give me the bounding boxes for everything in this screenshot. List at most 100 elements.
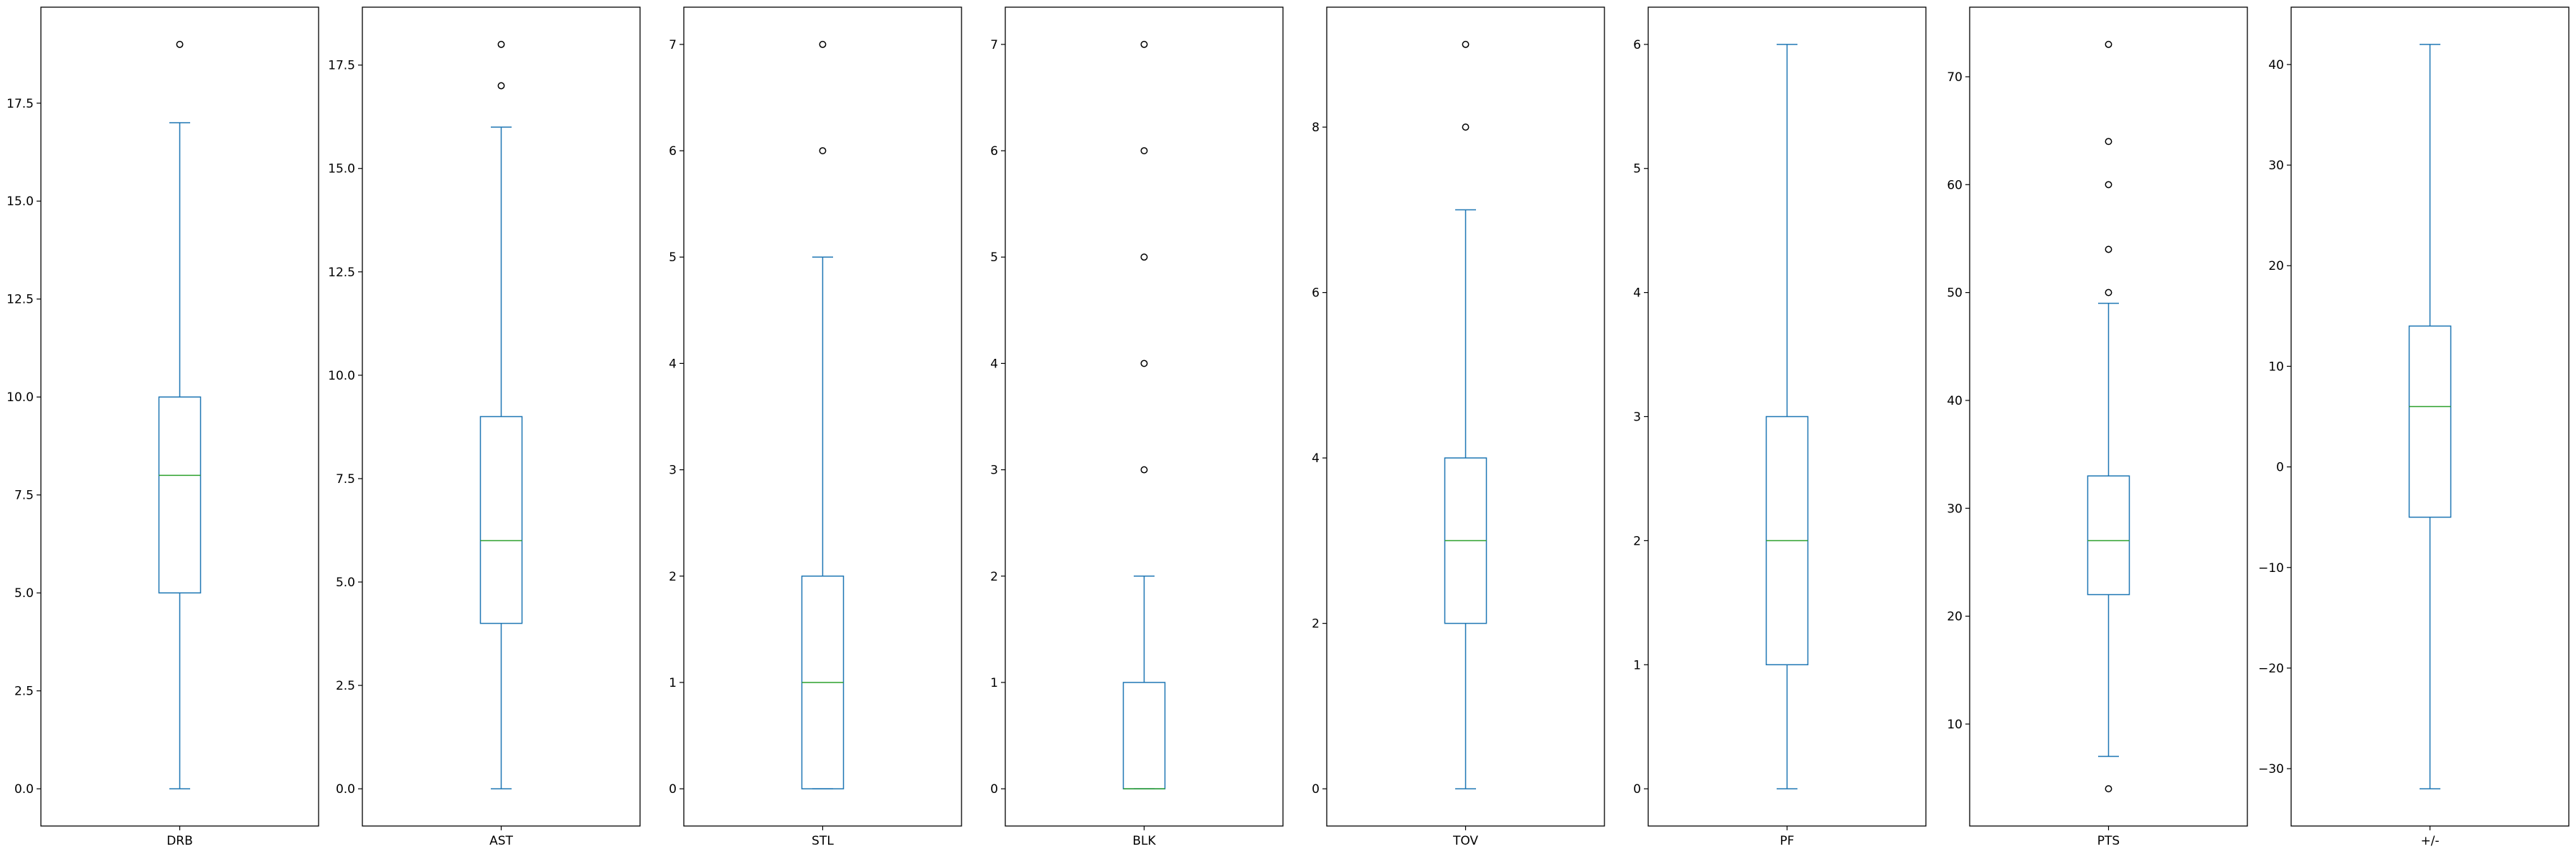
x-tick-label: BLK (1132, 834, 1156, 848)
outlier-point (1140, 40, 1148, 48)
outlier-point (1140, 253, 1148, 261)
y-tick-label: 0.0 (336, 782, 355, 797)
outlier-point (2105, 40, 2112, 48)
y-tick-label: −10 (2258, 561, 2284, 576)
outlier-point (497, 40, 505, 48)
y-tick-label: 10 (2268, 360, 2284, 374)
y-tick-label: 2.5 (14, 685, 34, 699)
y-tick-label: 3 (1633, 410, 1641, 425)
outlier-point (2105, 181, 2112, 189)
y-tick-label: 7.5 (336, 472, 355, 487)
y-tick-label: 4 (990, 357, 998, 371)
boxplot-panel-2: 0.0 2.5 5.0 7.5 10.0 12.5 15.0 17.5 AST (328, 6, 641, 848)
outlier-point (2105, 288, 2112, 296)
x-tick-label: DRB (166, 834, 193, 848)
x-tick-label: +/- (2420, 834, 2439, 848)
y-tick-label: 6 (1312, 286, 1320, 301)
y-tick-label: 6 (1633, 38, 1641, 52)
y-tick-label: 30 (1947, 502, 1962, 516)
y-tick-label: 4 (669, 357, 677, 371)
axes-frame (1005, 6, 1284, 827)
y-tick-label: 3 (990, 464, 998, 478)
y-tick-label: 17.5 (6, 97, 34, 111)
y-tick-label: 60 (1947, 178, 1962, 192)
y-tick-label: 7 (669, 38, 677, 52)
y-tick-label: 4 (1633, 286, 1641, 301)
outlier-point (2105, 785, 2112, 793)
y-tick-label: 3 (669, 464, 677, 478)
y-tick-label: 0 (1312, 782, 1320, 797)
outlier-point (2105, 245, 2112, 253)
y-tick-label: 50 (1947, 286, 1962, 301)
y-tick-label: 5 (990, 250, 998, 265)
boxplot-panel-5: 0 2 4 6 8 TOV (1312, 6, 1605, 848)
x-tick-label: TOV (1452, 834, 1478, 848)
outlier-point (2105, 138, 2112, 146)
y-tick-label: 7 (990, 38, 998, 52)
outlier-point (1140, 360, 1148, 367)
y-tick-label: 10.0 (328, 369, 355, 383)
y-tick-label: 1 (990, 676, 998, 690)
y-tick-label: 12.5 (6, 293, 34, 307)
y-tick-label: 15.0 (6, 194, 34, 209)
iqr-box (479, 416, 523, 624)
outlier-point (1140, 466, 1148, 474)
boxplot-panel-1: 0.0 2.5 5.0 7.5 10.0 12.5 15.0 17.5 DRB (6, 6, 319, 848)
outlier-point (819, 147, 827, 154)
x-tick-label: STL (812, 834, 834, 848)
y-tick-label: 2 (669, 570, 677, 584)
y-tick-label: 40 (2268, 58, 2284, 72)
y-tick-label: 8 (1312, 121, 1320, 135)
y-tick-label: 0 (990, 782, 998, 797)
y-tick-label: 15.0 (328, 162, 355, 177)
y-tick-label: 5.0 (14, 586, 34, 601)
y-tick-label: 12.5 (328, 266, 355, 280)
y-tick-label: 70 (1947, 70, 1962, 85)
y-tick-label: 1 (1633, 658, 1641, 672)
y-tick-label: 0 (2276, 461, 2284, 475)
boxplot-panel-4: 0 1 2 3 4 5 6 7 BLK (990, 6, 1284, 848)
outlier-point (176, 40, 184, 48)
y-tick-label: 4 (1312, 451, 1320, 466)
y-tick-label: 7.5 (14, 489, 34, 503)
boxplot-panel-7: 10 20 30 40 50 60 70 PTS (1947, 6, 2248, 848)
y-tick-label: 17.5 (328, 59, 355, 73)
outlier-point (497, 82, 505, 90)
y-tick-label: 10 (1947, 718, 1962, 732)
y-tick-label: −20 (2258, 662, 2284, 676)
outlier-point (1140, 147, 1148, 154)
y-tick-label: 2 (990, 570, 998, 584)
outlier-point (819, 40, 827, 48)
y-tick-label: 5.0 (336, 576, 355, 590)
y-tick-label: 6 (669, 144, 677, 159)
y-tick-label: 5 (1633, 162, 1641, 177)
y-tick-label: −30 (2258, 762, 2284, 776)
y-tick-label: 1 (669, 676, 677, 690)
boxplot-panel-3: 0 1 2 3 4 5 6 7 STL (669, 6, 962, 848)
iqr-box (1122, 682, 1166, 789)
x-tick-label: PF (1780, 834, 1794, 848)
iqr-box (2408, 325, 2452, 518)
y-tick-label: 40 (1947, 394, 1962, 408)
y-tick-label: 30 (2268, 159, 2284, 173)
outlier-point (1462, 123, 1470, 131)
iqr-box (2087, 475, 2130, 596)
boxplot-panel-6: 0 1 2 3 4 5 6 PF (1633, 6, 1927, 848)
y-tick-label: 5 (669, 250, 677, 265)
y-tick-label: 2.5 (336, 679, 355, 693)
x-tick-label: AST (489, 834, 513, 848)
y-tick-label: 10.0 (6, 390, 34, 405)
y-tick-label: 0 (669, 782, 677, 797)
y-tick-label: 2 (1633, 534, 1641, 548)
y-tick-label: 2 (1312, 617, 1320, 632)
y-tick-label: 0.0 (14, 782, 34, 797)
iqr-box (158, 396, 202, 593)
boxplot-panel-8: −30 −20 −10 0 10 20 30 40 +/- (2258, 6, 2570, 848)
y-tick-label: 0 (1633, 782, 1641, 797)
x-tick-label: PTS (2097, 834, 2120, 848)
y-tick-label: 20 (1947, 610, 1962, 624)
outlier-point (1462, 40, 1470, 48)
y-tick-label: 20 (2268, 259, 2284, 273)
y-tick-label: 6 (990, 144, 998, 159)
